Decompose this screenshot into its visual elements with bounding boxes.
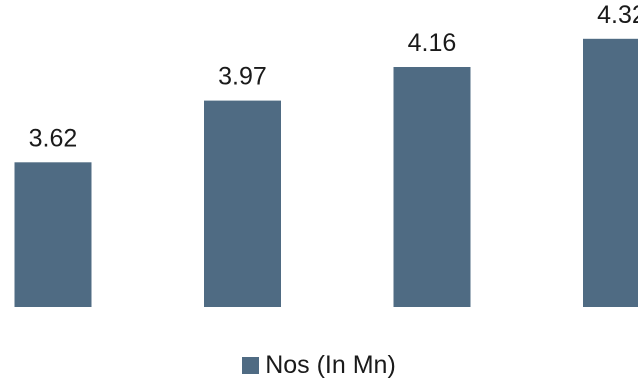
- data-label-1: 3.62: [29, 124, 78, 152]
- legend: Nos (In Mn): [0, 350, 638, 380]
- data-label-2: 3.97: [218, 63, 267, 91]
- bar-4: [583, 38, 638, 308]
- data-labels: 3.62 3.97 4.16 4.32: [29, 1, 638, 153]
- data-label-3: 4.16: [408, 29, 457, 57]
- bar-series: [14, 38, 638, 308]
- legend-swatch: [242, 356, 260, 374]
- bar-3: [393, 67, 471, 307]
- legend-label: Nos (In Mn): [265, 351, 396, 379]
- data-label-4: 4.32: [597, 1, 638, 29]
- bar-1: [14, 162, 92, 307]
- bar-2: [204, 100, 281, 307]
